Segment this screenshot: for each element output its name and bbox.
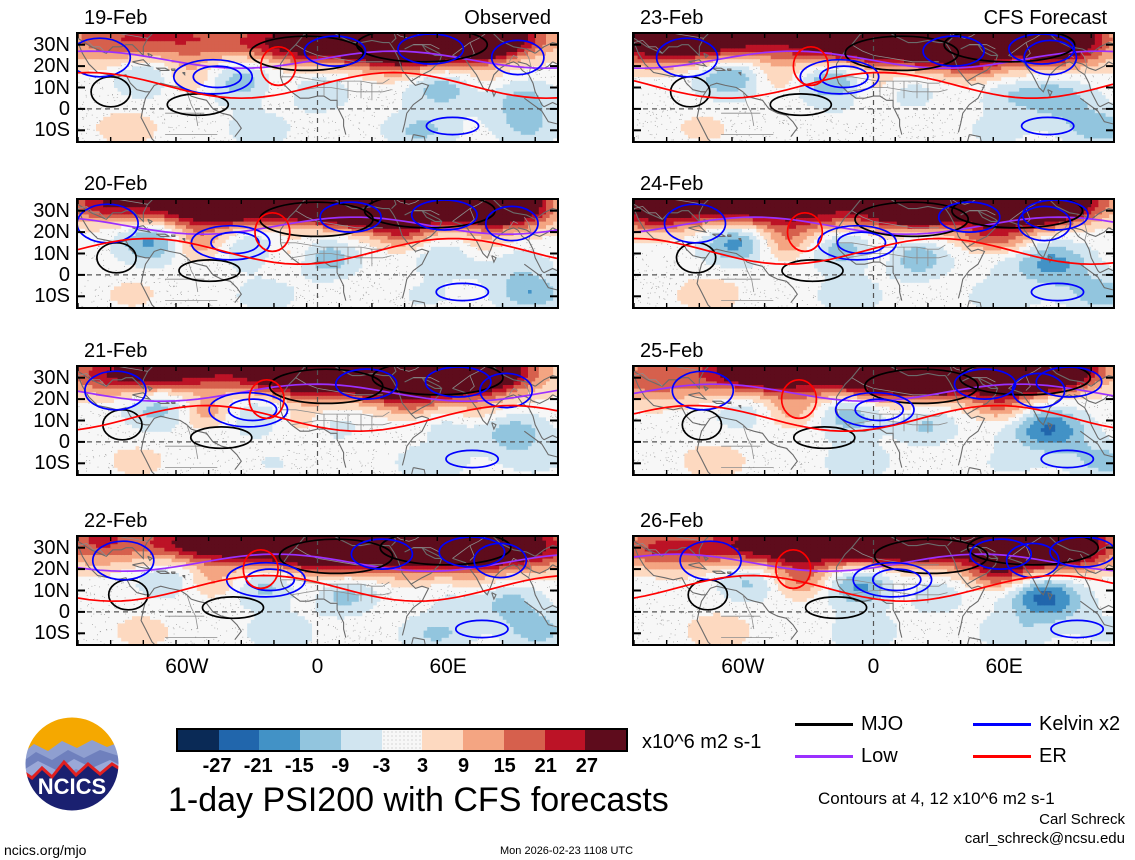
colorbar-tick--9: -9 bbox=[331, 756, 349, 776]
colorbar-tick--3: -3 bbox=[373, 756, 391, 776]
colorbar-tick--27: -27 bbox=[203, 756, 232, 776]
colorbar-segment-9 bbox=[544, 730, 586, 750]
colorbar-segment-0 bbox=[178, 730, 219, 750]
panel-date-21-feb: 21-Feb bbox=[84, 341, 147, 361]
map-panel-25-feb bbox=[632, 365, 1115, 476]
site-url[interactable]: ncics.org/mjo bbox=[4, 843, 86, 858]
panel-date-22-feb: 22-Feb bbox=[84, 511, 147, 531]
map-panel-23-feb bbox=[632, 32, 1115, 143]
colorbar-segment-5 bbox=[381, 730, 423, 750]
timestamp: Mon 2026-02-23 1108 UTC bbox=[500, 845, 633, 857]
y-tick-0: 0 bbox=[6, 265, 70, 285]
colorbar-tick-21: 21 bbox=[535, 756, 557, 776]
panel-date-26-feb: 26-Feb bbox=[640, 511, 703, 531]
legend-item-kelvin-x2: Kelvin x2 bbox=[973, 714, 1120, 734]
x-tick-0-1: 0 bbox=[824, 656, 924, 677]
author-email[interactable]: carl_schreck@ncsu.edu bbox=[875, 831, 1125, 847]
colorbar-tick-27: 27 bbox=[576, 756, 598, 776]
y-tick-20n: 20N bbox=[6, 222, 70, 242]
colorbar-tick--15: -15 bbox=[285, 756, 314, 776]
y-tick-30n: 30N bbox=[6, 35, 70, 55]
colorbar-segment-2 bbox=[259, 730, 301, 750]
page-title: 1-day PSI200 with CFS forecasts bbox=[168, 782, 669, 818]
column-header-forecast: CFS Forecast bbox=[984, 8, 1107, 28]
colorbar-segment-1 bbox=[218, 730, 260, 750]
x-tick-60e-1: 60E bbox=[954, 656, 1054, 677]
y-tick-20n: 20N bbox=[6, 559, 70, 579]
y-tick-30n: 30N bbox=[6, 538, 70, 558]
y-tick-30n: 30N bbox=[6, 201, 70, 221]
anomaly-map bbox=[634, 200, 1113, 307]
panel-date-25-feb: 25-Feb bbox=[640, 341, 703, 361]
column-header-observed: Observed bbox=[464, 8, 551, 28]
x-tick-60e-0: 60E bbox=[398, 656, 498, 677]
colorbar-tick-9: 9 bbox=[458, 756, 469, 776]
x-tick-60w-1: 60W bbox=[693, 656, 793, 677]
anomaly-map bbox=[634, 537, 1113, 644]
contour-legend: MJO Kelvin x2 Low ER bbox=[795, 714, 1135, 776]
colorbar-tick--21: -21 bbox=[244, 756, 273, 776]
legend-swatch-low bbox=[795, 754, 853, 758]
colorbar-segment-3 bbox=[300, 730, 341, 750]
colorbar-tick-3: 3 bbox=[417, 756, 428, 776]
contour-note: Contours at 4, 12 x10^6 m2 s-1 bbox=[818, 790, 1055, 808]
y-tick-10s: 10S bbox=[6, 623, 70, 643]
colorbar-tick-labels: -27 -21 -15 -9 -3 3 9 15 21 27 bbox=[176, 756, 628, 780]
y-tick-30n: 30N bbox=[6, 368, 70, 388]
y-tick-10s: 10S bbox=[6, 286, 70, 306]
y-tick-0: 0 bbox=[6, 602, 70, 622]
y-tick-10n: 10N bbox=[6, 78, 70, 98]
colorbar-tick-15: 15 bbox=[494, 756, 516, 776]
legend-label: ER bbox=[1039, 746, 1067, 766]
colorbar-unit-label: x10^6 m2 s-1 bbox=[642, 732, 761, 752]
y-tick-10n: 10N bbox=[6, 581, 70, 601]
x-tick-0-0: 0 bbox=[268, 656, 368, 677]
ncics-logo: NCICS bbox=[22, 714, 122, 819]
y-tick-10s: 10S bbox=[6, 120, 70, 140]
anomaly-map bbox=[78, 200, 557, 307]
anomaly-map bbox=[78, 34, 557, 141]
colorbar-segment-8 bbox=[503, 730, 545, 750]
colorbar-segment-4 bbox=[340, 730, 382, 750]
map-panel-26-feb bbox=[632, 535, 1115, 646]
y-tick-10s: 10S bbox=[6, 453, 70, 473]
legend-label: Kelvin x2 bbox=[1039, 714, 1120, 734]
colorbar-segment-7 bbox=[463, 730, 504, 750]
map-panel-19-feb bbox=[76, 32, 559, 143]
anomaly-map bbox=[78, 537, 557, 644]
legend-label: MJO bbox=[861, 714, 903, 734]
legend-swatch-er bbox=[973, 754, 1031, 758]
map-panel-20-feb bbox=[76, 198, 559, 309]
x-tick-60w-0: 60W bbox=[137, 656, 237, 677]
legend-item-er: ER bbox=[973, 746, 1067, 766]
anomaly-map bbox=[78, 367, 557, 474]
colorbar bbox=[176, 728, 628, 752]
y-tick-20n: 20N bbox=[6, 56, 70, 76]
author-name: Carl Schreck bbox=[935, 812, 1125, 828]
y-tick-20n: 20N bbox=[6, 389, 70, 409]
colorbar-segment-10 bbox=[585, 730, 627, 750]
legend-item-low: Low bbox=[795, 746, 898, 766]
legend-item-mjo: MJO bbox=[795, 714, 903, 734]
y-tick-10n: 10N bbox=[6, 411, 70, 431]
map-panel-24-feb bbox=[632, 198, 1115, 309]
anomaly-map bbox=[634, 34, 1113, 141]
map-panel-22-feb bbox=[76, 535, 559, 646]
panel-date-20-feb: 20-Feb bbox=[84, 174, 147, 194]
y-tick-0: 0 bbox=[6, 99, 70, 119]
legend-swatch-mjo bbox=[795, 722, 853, 726]
y-tick-0: 0 bbox=[6, 432, 70, 452]
logo-text: NCICS bbox=[38, 774, 106, 799]
legend-label: Low bbox=[861, 746, 898, 766]
colorbar-segment-6 bbox=[422, 730, 464, 750]
map-panel-21-feb bbox=[76, 365, 559, 476]
y-tick-10n: 10N bbox=[6, 244, 70, 264]
panel-date-19-feb: 19-Feb bbox=[84, 8, 147, 28]
panel-date-23-feb: 23-Feb bbox=[640, 8, 703, 28]
legend-swatch-kelvin-x2 bbox=[973, 722, 1031, 726]
anomaly-map bbox=[634, 367, 1113, 474]
panel-date-24-feb: 24-Feb bbox=[640, 174, 703, 194]
